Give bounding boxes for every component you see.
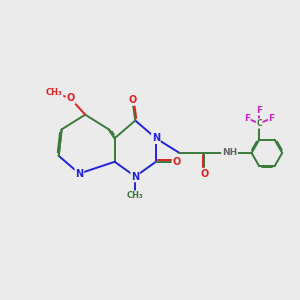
Text: O: O (66, 94, 75, 103)
Text: N: N (152, 133, 160, 143)
Text: C: C (256, 119, 262, 128)
Text: F: F (256, 106, 262, 115)
Text: NH: NH (222, 148, 237, 158)
Text: O: O (200, 169, 208, 178)
Text: CH₃: CH₃ (127, 191, 144, 200)
Text: N: N (131, 172, 139, 182)
Text: F: F (244, 114, 250, 123)
Text: CH₃: CH₃ (46, 88, 63, 97)
Text: F: F (268, 114, 275, 123)
Text: N: N (75, 169, 83, 178)
Text: O: O (128, 95, 136, 105)
Text: O: O (172, 157, 181, 167)
